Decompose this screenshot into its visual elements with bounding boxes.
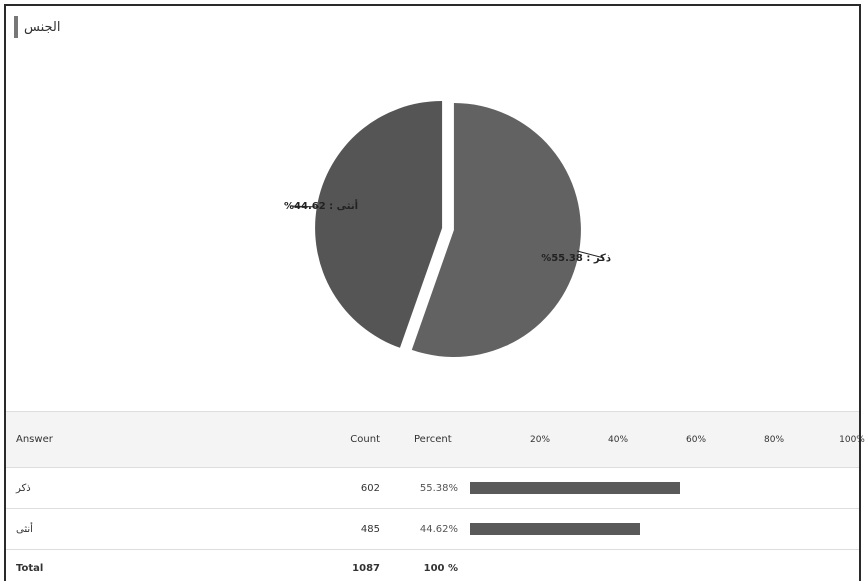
percent-bar-male [470, 482, 681, 494]
pie-slice-1 [315, 100, 443, 348]
tick-40: 40% [607, 434, 629, 445]
title-accent-bar [14, 16, 18, 38]
total-count: 1087 [352, 562, 380, 574]
table-total-row: Total 1087 100 % [6, 550, 859, 586]
tick-20: 20% [529, 434, 551, 445]
pie-label-0: ذكر : 55.38% [541, 253, 611, 264]
answers-table: Answer Count Percent 20% 40% 60% 80% 100… [6, 411, 865, 586]
tick-80: 80% [763, 434, 785, 445]
total-percent: 100 % [423, 562, 458, 574]
table-header-row: Answer Count Percent 20% 40% 60% 80% 100… [6, 411, 865, 468]
table-row: أنثى 485 44.62% [6, 509, 859, 550]
row-answer: ذكر [16, 482, 31, 494]
row-answer: أنثى [16, 523, 33, 535]
panel-header: الجنس [14, 16, 60, 38]
header-percent: Percent [414, 434, 452, 445]
pie-chart-area: ذكر : 55.38% أنثى : 44.62% [6, 46, 859, 406]
pie-slice-0 [411, 103, 581, 358]
gender-question-panel: الجنس ذكر : 55.38% أنثى : 44.62% Answer C… [4, 4, 865, 586]
header-answer: Answer [16, 434, 53, 445]
pie-chart: ذكر : 55.38% أنثى : 44.62% [284, 100, 611, 358]
row-percent: 44.62% [419, 523, 458, 535]
row-count: 602 [360, 482, 380, 494]
bar-track [470, 523, 850, 535]
header-count: Count [350, 434, 380, 445]
pie-leader-line-0 [577, 250, 605, 259]
row-percent: 55.38% [419, 482, 458, 494]
row-count: 485 [360, 523, 380, 535]
bar-track [470, 482, 850, 494]
percent-bar-female [470, 523, 640, 535]
tick-100: 100% [839, 434, 865, 445]
table-row: ذكر 602 55.38% [6, 468, 859, 509]
pie-leader-line-1 [289, 205, 319, 208]
tick-60: 60% [685, 434, 707, 445]
pie-label-1: أنثى : 44.62% [284, 199, 358, 212]
panel-title: الجنس [24, 19, 61, 35]
total-label: Total [16, 562, 44, 574]
